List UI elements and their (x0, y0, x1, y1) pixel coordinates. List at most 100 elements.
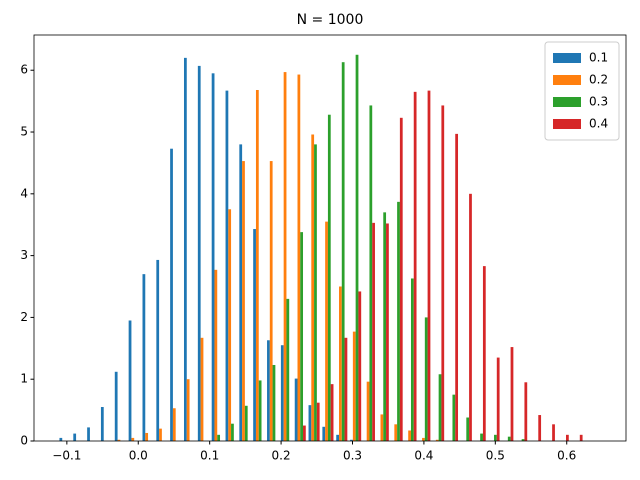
x-tick-label: −0.1 (52, 449, 81, 463)
bar (452, 394, 456, 441)
bar (131, 437, 135, 441)
legend-label: 0.1 (589, 51, 608, 65)
bar (455, 133, 459, 442)
bar (242, 161, 245, 441)
bar (524, 382, 528, 441)
legend-label: 0.4 (589, 117, 608, 131)
bar (507, 436, 511, 441)
bar (441, 105, 445, 442)
bar (73, 433, 77, 441)
bar (466, 417, 470, 441)
bar (552, 424, 555, 441)
bar (255, 89, 259, 441)
bar (269, 161, 273, 441)
x-tick-label: 0.2 (272, 449, 291, 463)
bar (314, 144, 317, 441)
bar (114, 371, 118, 441)
bar (408, 430, 411, 441)
x-tick-label: 0.0 (129, 449, 148, 463)
bar (316, 402, 320, 441)
bar (344, 337, 348, 441)
bar (350, 439, 353, 441)
legend-label: 0.2 (589, 73, 608, 87)
bar (482, 266, 486, 441)
bar (258, 380, 262, 441)
bar (244, 405, 248, 441)
bar (100, 407, 104, 441)
bar (272, 364, 276, 441)
bar (422, 437, 425, 441)
chart-title: N = 1000 (297, 12, 364, 28)
bar (311, 134, 315, 441)
legend-swatch (553, 53, 581, 63)
bar (480, 433, 483, 441)
bar (336, 434, 340, 441)
y-tick-label: 1 (20, 372, 28, 386)
bar (469, 193, 472, 441)
legend-swatch (553, 119, 581, 129)
plot-frame (33, 34, 627, 442)
bar (579, 434, 583, 441)
bar (538, 415, 542, 441)
legend-box (544, 41, 620, 141)
bar (303, 425, 306, 441)
bar (372, 222, 375, 441)
bar (156, 259, 160, 441)
bar (366, 381, 370, 441)
bar (286, 298, 290, 441)
bar (145, 432, 149, 441)
legend-swatch (553, 75, 581, 85)
x-tick-label: 0.4 (414, 449, 433, 463)
y-tick-label: 4 (20, 186, 28, 200)
bar (427, 90, 431, 441)
x-tick-label: 0.6 (557, 449, 576, 463)
bar (280, 345, 284, 441)
bar (325, 221, 328, 441)
bar (211, 73, 215, 442)
bar (297, 74, 301, 441)
bar (435, 439, 439, 441)
bar (438, 374, 442, 441)
bar (283, 72, 287, 441)
bar (253, 229, 256, 441)
y-tick-label: 3 (20, 248, 28, 262)
bar (397, 201, 400, 441)
bar (330, 384, 334, 441)
bar (566, 434, 569, 441)
bar (399, 117, 403, 441)
bar (172, 408, 176, 441)
bar (87, 427, 90, 441)
bar (300, 232, 304, 441)
bar (186, 379, 190, 441)
bar (341, 62, 345, 442)
bar (59, 437, 63, 441)
bar (197, 65, 201, 442)
bar (239, 144, 243, 441)
bar (413, 91, 417, 441)
bar (117, 439, 121, 441)
bar (225, 90, 229, 441)
bar (159, 428, 162, 441)
bar (267, 340, 270, 441)
bar (510, 347, 514, 441)
x-tick-label: 0.5 (486, 449, 505, 463)
bar (294, 378, 298, 441)
bar (380, 414, 384, 441)
bar (142, 274, 146, 441)
bar (327, 114, 331, 442)
y-tick-label: 5 (20, 125, 28, 139)
y-tick-label: 2 (20, 310, 28, 324)
bar (424, 317, 428, 441)
bar (339, 286, 342, 441)
x-tick-label: 0.3 (343, 449, 362, 463)
bar (383, 212, 387, 441)
bar (386, 223, 389, 441)
bar (217, 434, 221, 441)
bar (231, 423, 234, 441)
bar (369, 105, 373, 442)
bar (228, 209, 232, 441)
bar (128, 320, 132, 441)
bar (352, 331, 356, 441)
y-tick-label: 0 (20, 434, 28, 448)
bar (183, 57, 187, 442)
